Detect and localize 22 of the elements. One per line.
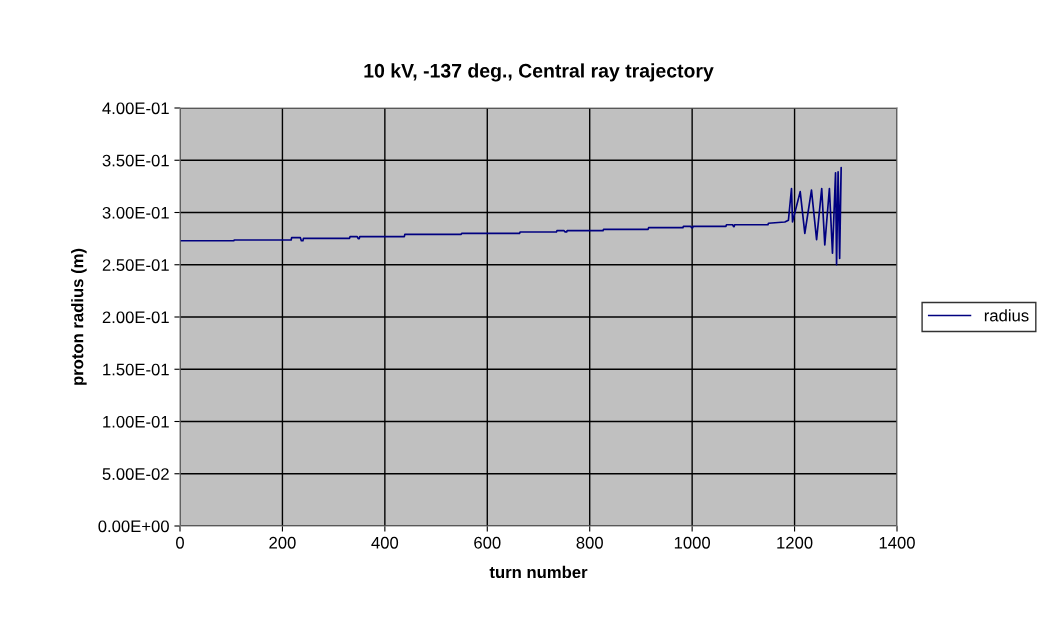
x-tick-label: 1200 bbox=[777, 536, 813, 549]
y-tick-label: 3.50E-01 bbox=[102, 154, 169, 167]
chart-title: 10 kV, -137 deg., Central ray trajectory bbox=[364, 63, 714, 82]
x-tick-label: 1400 bbox=[879, 536, 915, 549]
x-tick-label: 600 bbox=[474, 536, 501, 549]
x-tick-label: 200 bbox=[269, 536, 296, 549]
x-tick-label: 400 bbox=[371, 536, 399, 549]
y-tick-label: 3.00E-01 bbox=[102, 206, 169, 219]
y-tick-label: 0.00E+00 bbox=[98, 520, 169, 533]
y-tick-label: 1.50E-01 bbox=[103, 363, 169, 376]
y-tick-label: 4.00E-01 bbox=[102, 102, 169, 115]
line-series bbox=[180, 166, 843, 266]
y-tick-label: 5.00E-02 bbox=[102, 468, 169, 480]
x-tick-label: 800 bbox=[576, 536, 603, 549]
y-tick-label: 1.00E-01 bbox=[103, 415, 169, 428]
x-axis-title: turn number bbox=[489, 565, 588, 579]
y-tick-label: 2.50E-01 bbox=[102, 259, 169, 271]
legend-label: radius bbox=[984, 309, 1029, 322]
y-tick-label: 2.00E-01 bbox=[102, 311, 169, 324]
x-tick-label: 1000 bbox=[674, 536, 711, 549]
y-axis-title: proton radius (m) bbox=[71, 248, 87, 385]
x-tick-label: 0 bbox=[176, 536, 184, 549]
